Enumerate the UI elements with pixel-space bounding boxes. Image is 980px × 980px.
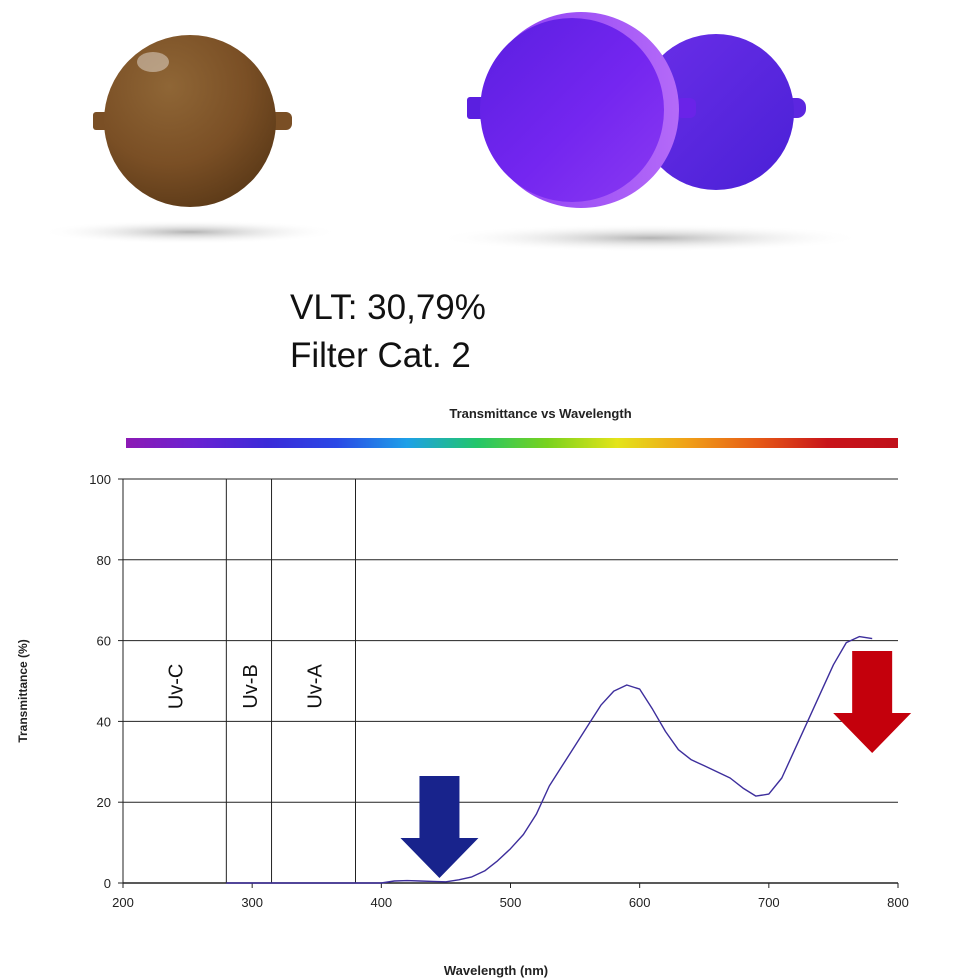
- tick-label-y-100: 100: [89, 472, 111, 487]
- purple-lens-front: [480, 18, 664, 202]
- region-label-uv-b: Uv-B: [240, 664, 262, 708]
- brown-lens-highlight: [137, 52, 169, 72]
- lens-illustration: [40, 12, 865, 252]
- tick-label-x-200: 200: [112, 895, 134, 910]
- tick-label-x-300: 300: [241, 895, 263, 910]
- tick-label-y-0: 0: [104, 876, 111, 891]
- purple-lens-tab-mid: [676, 98, 696, 118]
- purple-lens-back: [638, 34, 794, 190]
- tick-label-x-500: 500: [500, 895, 522, 910]
- down-arrow-red: [833, 651, 912, 753]
- tick-label-y-20: 20: [97, 795, 111, 810]
- tick-label-y-80: 80: [97, 553, 111, 568]
- tick-label-x-400: 400: [370, 895, 392, 910]
- down-arrow-blue: [400, 776, 479, 878]
- tick-label-y-40: 40: [97, 714, 111, 729]
- tick-label-x-700: 700: [758, 895, 780, 910]
- brown-lens-shadow: [40, 220, 340, 244]
- region-label-uv-c: Uv-C: [166, 664, 188, 710]
- purple-lens-shadow: [435, 224, 865, 252]
- tick-label-x-800: 800: [887, 895, 909, 910]
- y-axis-label: Transmittance (%): [16, 639, 30, 742]
- filter-category: Filter Cat. 2: [290, 336, 471, 375]
- tick-label-y-60: 60: [97, 634, 111, 649]
- brown-lens: [104, 35, 276, 207]
- vlt-value: VLT: 30,79%: [290, 288, 486, 327]
- transmittance-chart: Transmittance vs Wavelength 0 20 40 60 80 100 2…: [16, 406, 912, 978]
- region-label-uv-a: Uv-A: [305, 664, 327, 709]
- series-line-0: [226, 635, 873, 884]
- tick-label-x-600: 600: [629, 895, 651, 910]
- chart-title: Transmittance vs Wavelength: [449, 406, 631, 421]
- x-axis-label: Wavelength (nm): [444, 963, 548, 978]
- spectrum-bar: [126, 438, 898, 448]
